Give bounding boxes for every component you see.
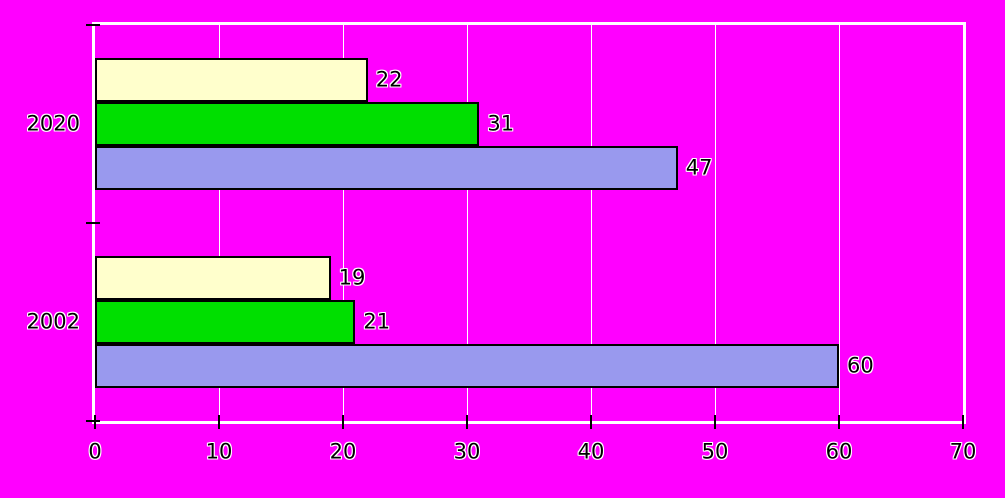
x-axis-tick-label-40: 40 [577, 439, 605, 464]
x-axis-tick-label-50: 50 [701, 439, 729, 464]
x-axis-tick-10 [218, 415, 220, 429]
bar-value-label-2002-cream: 19 [338, 265, 366, 290]
gridline-30 [467, 25, 468, 421]
y-axis-tick-1 [86, 222, 100, 224]
bar-value-label-2002-green: 21 [363, 309, 391, 334]
x-axis-tick-20 [342, 415, 344, 429]
bar-2002-periwinkle [95, 344, 839, 388]
bar-value-label-2002-periwinkle: 60 [847, 353, 874, 378]
bar-value-label-2020-green: 31 [487, 111, 515, 136]
gridline-50 [715, 25, 716, 421]
x-axis-tick-60 [838, 415, 840, 429]
x-axis-tick-label-60: 60 [825, 439, 853, 464]
gridline-40 [591, 25, 592, 421]
bar-2020-cream [95, 58, 368, 102]
x-axis-tick-0 [94, 415, 96, 429]
y-axis-tick-2 [86, 420, 100, 422]
x-axis-tick-label-0: 0 [88, 439, 102, 464]
bar-2002-cream [95, 256, 331, 300]
x-axis-tick-label-20: 20 [329, 439, 357, 464]
y-axis-tick-0 [86, 24, 100, 26]
bar-2020-periwinkle [95, 146, 678, 190]
bar-value-label-2020-cream: 22 [375, 67, 403, 92]
gridline-10 [219, 25, 220, 421]
x-axis-tick-50 [714, 415, 716, 429]
x-axis-tick-label-30: 30 [453, 439, 481, 464]
category-label-2002: 2002 [26, 309, 80, 334]
gridline-20 [343, 25, 344, 421]
category-label-2020: 2020 [26, 111, 80, 136]
x-axis-tick-30 [466, 415, 468, 429]
bar-value-label-2020-periwinkle: 47 [685, 155, 713, 180]
x-axis-tick-label-10: 10 [205, 439, 233, 464]
gridline-60 [839, 25, 840, 421]
x-axis-tick-40 [590, 415, 592, 429]
x-axis-tick-label-70: 70 [949, 439, 977, 464]
x-axis-tick-70 [962, 415, 964, 429]
bar-2002-green [95, 300, 356, 344]
bar-2020-green [95, 102, 480, 146]
